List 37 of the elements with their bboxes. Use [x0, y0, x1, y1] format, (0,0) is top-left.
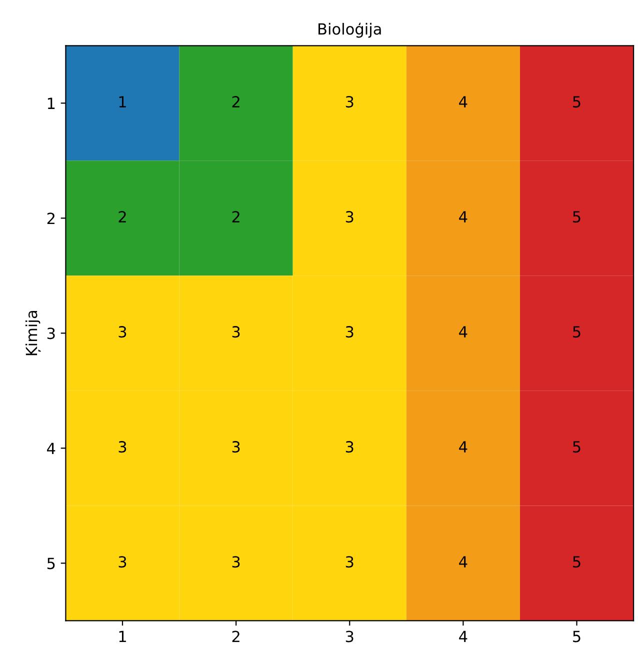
data-label: 4	[459, 211, 468, 222]
data-label: 2	[118, 211, 126, 222]
x-tick-label: 1	[119, 630, 126, 642]
y-tick-label: 2	[47, 212, 54, 224]
data-label: 2	[232, 96, 240, 108]
data-label: 4	[459, 556, 468, 568]
data-label: 3	[346, 326, 354, 338]
data-label: 3	[346, 96, 354, 108]
chart-title: Bioloģija	[318, 22, 381, 38]
data-label: 2	[232, 211, 240, 222]
data-label: 3	[346, 441, 354, 453]
y-tick-label: 5	[47, 558, 55, 570]
x-tick-label: 3	[346, 630, 354, 642]
x-tick-label: 4	[459, 630, 468, 642]
data-label: 3	[118, 556, 126, 568]
data-label: 3	[346, 556, 354, 568]
data-label: 5	[573, 326, 580, 338]
data-label: 3	[232, 556, 240, 568]
data-label: 3	[346, 211, 354, 223]
data-label: 3	[232, 441, 240, 453]
data-label: 4	[459, 326, 468, 338]
y-tick-label: 4	[47, 442, 56, 454]
y-tick-label: 3	[47, 328, 55, 340]
y-axis-title: Ķimija	[25, 311, 41, 356]
data-label: 3	[118, 441, 126, 453]
y-tick-label: 1	[48, 98, 55, 109]
data-label: 5	[573, 96, 580, 108]
data-label: 3	[118, 326, 126, 338]
data-label: 3	[232, 326, 240, 338]
x-tick-label: 5	[573, 630, 580, 642]
data-label: 5	[573, 211, 580, 223]
x-tick-label: 2	[232, 630, 240, 642]
data-label: 1	[119, 96, 126, 108]
data-label: 5	[573, 441, 580, 453]
data-label: 4	[459, 96, 468, 108]
data-label: 4	[459, 441, 468, 452]
data-label: 5	[573, 556, 580, 568]
